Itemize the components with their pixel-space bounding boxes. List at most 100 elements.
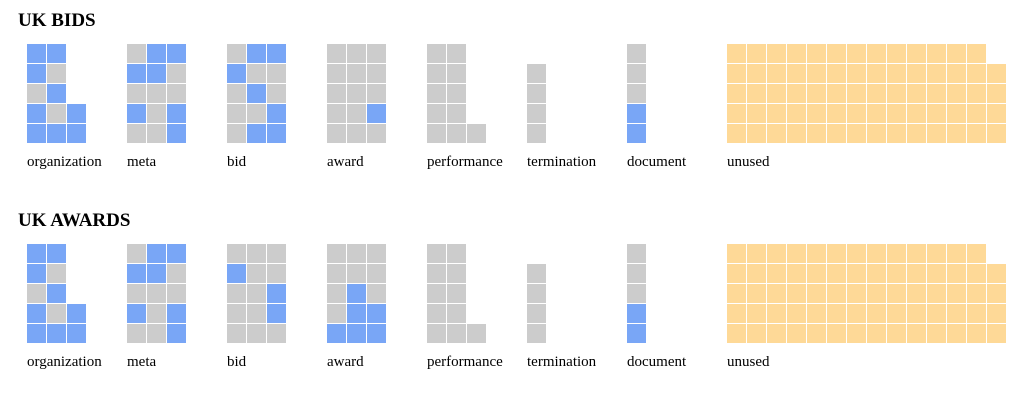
waffle-cell: [247, 124, 266, 143]
waffle-cell: [767, 84, 786, 103]
waffle-cell: [367, 264, 386, 283]
waffle-cell: [847, 244, 866, 263]
waffle-cell: [27, 244, 46, 263]
waffle-cell: [787, 264, 806, 283]
waffle-group-award: [327, 0, 427, 200]
waffle-cell: [527, 84, 546, 103]
waffle-cell: [767, 264, 786, 283]
waffle-cell: [627, 84, 646, 103]
waffle-cell: [887, 324, 906, 343]
waffle-cell: [327, 84, 346, 103]
waffle-cell: [847, 284, 866, 303]
waffle-cell: [907, 84, 926, 103]
waffle-cell: [327, 124, 346, 143]
waffle-cell: [907, 124, 926, 143]
waffle-cell: [967, 84, 986, 103]
uk-bids-panel: UK BIDS organization meta bid award performa…: [0, 0, 1026, 200]
waffle-cell: [827, 124, 846, 143]
waffle-cell: [907, 244, 926, 263]
waffle-group-label: award: [327, 354, 364, 370]
waffle-group-meta: [127, 0, 227, 200]
waffle-cells: [427, 0, 527, 200]
waffle-cell: [47, 84, 66, 103]
waffle-cell: [887, 84, 906, 103]
waffle-cell: [867, 64, 886, 83]
waffle-cell: [627, 324, 646, 343]
waffle-cell: [887, 124, 906, 143]
waffle-cell: [27, 44, 46, 63]
waffle-cell: [467, 324, 486, 343]
waffle-cells: [527, 0, 627, 200]
waffle-cell: [427, 104, 446, 123]
waffle-cell: [147, 44, 166, 63]
waffle-cell: [247, 244, 266, 263]
waffle-cell: [807, 284, 826, 303]
waffle-cell: [947, 244, 966, 263]
waffle-cell: [867, 324, 886, 343]
waffle-group-label: document: [627, 154, 687, 170]
waffle-cell: [767, 64, 786, 83]
waffle-cell: [867, 44, 886, 63]
waffle-cell: [967, 244, 986, 263]
waffle-cell: [227, 124, 246, 143]
waffle-cell: [767, 124, 786, 143]
waffle-cell: [847, 304, 866, 323]
waffle-cell: [147, 304, 166, 323]
waffle-cell: [947, 284, 966, 303]
waffle-cell: [247, 44, 266, 63]
waffle-cell: [427, 284, 446, 303]
waffle-cell: [987, 284, 1006, 303]
waffle-cells: [127, 0, 227, 200]
waffle-cell: [267, 324, 286, 343]
waffle-cell: [747, 124, 766, 143]
waffle-cell: [147, 284, 166, 303]
waffle-cell: [347, 104, 366, 123]
waffle-cell: [787, 284, 806, 303]
uk-awards-panel: UK AWARDS organization meta bid award perfor…: [0, 200, 1026, 400]
waffle-cell: [427, 84, 446, 103]
waffle-cell: [727, 244, 746, 263]
waffle-cell: [227, 304, 246, 323]
waffle-cell: [367, 324, 386, 343]
waffle-cell: [967, 284, 986, 303]
waffle-cell: [827, 44, 846, 63]
waffle-cell: [887, 64, 906, 83]
waffle-cell: [67, 324, 86, 343]
waffle-cell: [747, 84, 766, 103]
waffle-group-termination: [527, 0, 627, 200]
waffle-cell: [147, 264, 166, 283]
waffle-cell: [767, 304, 786, 323]
waffle-group-label: organization: [27, 354, 102, 370]
waffle-cell: [167, 44, 186, 63]
waffle-group-unused: [727, 0, 1006, 200]
waffle-cell: [947, 64, 966, 83]
waffle-cell: [247, 104, 266, 123]
waffle-cell: [807, 104, 826, 123]
waffle-cell: [427, 324, 446, 343]
waffle-cell: [447, 104, 466, 123]
waffle-cell: [447, 124, 466, 143]
waffle-cell: [127, 124, 146, 143]
waffle-cell: [367, 84, 386, 103]
waffle-cell: [727, 64, 746, 83]
waffle-cell: [447, 44, 466, 63]
waffle-cell: [727, 264, 746, 283]
waffle-cell: [947, 84, 966, 103]
waffle-cell: [747, 264, 766, 283]
waffle-cell: [327, 304, 346, 323]
waffle-cell: [447, 64, 466, 83]
waffle-cell: [367, 64, 386, 83]
waffle-cell: [747, 104, 766, 123]
waffle-cell: [927, 284, 946, 303]
waffle-cell: [807, 44, 826, 63]
waffle-group-organization: [27, 200, 127, 400]
waffle-cell: [907, 284, 926, 303]
waffle-cell: [967, 44, 986, 63]
waffle-cell: [827, 264, 846, 283]
waffle-cell: [747, 304, 766, 323]
waffle-cell: [47, 44, 66, 63]
waffle-cell: [727, 84, 746, 103]
waffle-cell: [167, 304, 186, 323]
waffle-cell: [827, 84, 846, 103]
waffle-cell: [887, 284, 906, 303]
